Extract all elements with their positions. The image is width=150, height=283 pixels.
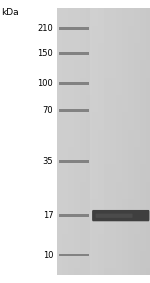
Bar — [58, 160, 88, 163]
Bar — [58, 214, 88, 217]
Text: 100: 100 — [38, 79, 53, 88]
Text: 17: 17 — [43, 211, 53, 220]
Text: 70: 70 — [43, 106, 53, 115]
Text: 210: 210 — [38, 24, 53, 33]
FancyBboxPatch shape — [96, 214, 133, 218]
Text: 35: 35 — [43, 157, 53, 166]
Bar — [58, 52, 88, 55]
Text: 10: 10 — [43, 250, 53, 260]
Bar — [58, 254, 88, 256]
FancyBboxPatch shape — [92, 210, 149, 221]
Bar — [58, 109, 88, 112]
Text: 150: 150 — [38, 49, 53, 58]
Bar — [58, 27, 88, 30]
Text: kDa: kDa — [2, 8, 19, 18]
Bar — [58, 82, 88, 85]
